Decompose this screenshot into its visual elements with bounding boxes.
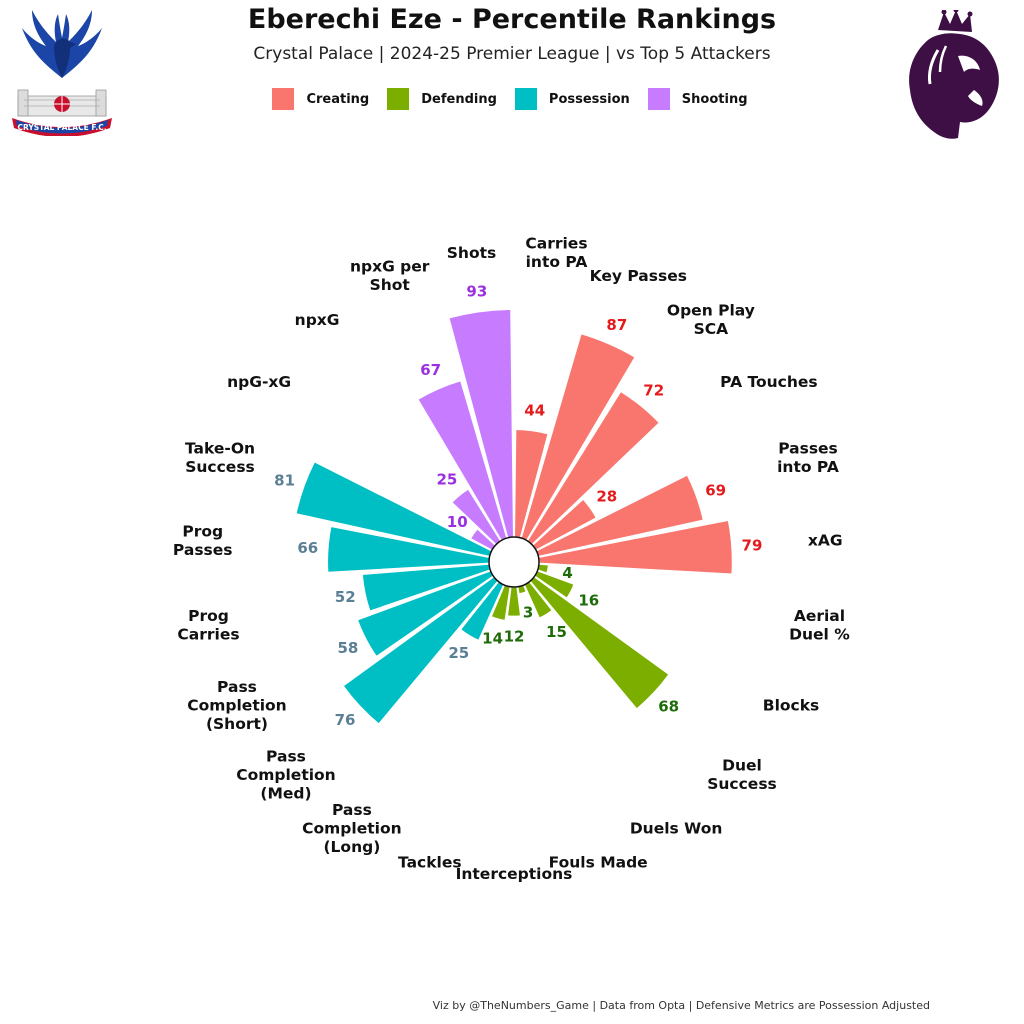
value-label-pa-touches: 28	[596, 487, 617, 505]
category-label-shots: Shots	[447, 244, 496, 262]
category-label-pass-completion-short: Pass Completion (Short)	[187, 678, 287, 733]
value-label-take-on-success: 81	[274, 471, 295, 489]
value-label-interceptions: 12	[504, 627, 525, 645]
category-label-fouls-made: Fouls Made	[549, 853, 648, 871]
category-label-prog-passes: Prog Passes	[173, 522, 233, 559]
legend-item-creating: Creating	[272, 88, 373, 110]
category-label-npg-xg: npG-xG	[227, 373, 291, 391]
category-label-open-play-sca: Open Play SCA	[667, 302, 755, 339]
value-label-carries-into-pa: 44	[524, 402, 545, 420]
value-label-key-passes: 87	[606, 316, 627, 334]
value-label-duels-won: 15	[546, 623, 567, 641]
value-label-npg-xg: 10	[447, 513, 468, 531]
value-label-open-play-sca: 72	[643, 381, 664, 399]
legend-item-possession: Possession	[514, 88, 634, 110]
bar-duel-success	[528, 575, 671, 711]
category-label-aerial-duel: Aerial Duel %	[789, 607, 850, 644]
value-label-duel-success: 68	[658, 697, 679, 715]
value-label-prog-passes: 66	[297, 539, 318, 557]
legend-label-creating: Creating	[306, 91, 370, 107]
value-label-pass-completion-long: 25	[448, 644, 469, 662]
category-label-tackles: Tackles	[398, 853, 462, 871]
legend-label-defending: Defending	[421, 91, 497, 107]
value-label-fouls-made: 3	[523, 603, 533, 621]
value-label-tackles: 14	[482, 629, 503, 647]
legend-item-defending: Defending	[387, 88, 501, 110]
category-label-npxg-per-shot: npxG per Shot	[350, 258, 430, 295]
category-label-duel-success: Duel Success	[707, 757, 777, 794]
center-circle	[488, 536, 540, 588]
value-label-aerial-duel: 4	[562, 564, 572, 582]
category-label-carries-into-pa: Carries into PA	[525, 235, 587, 271]
category-label-interceptions: Interceptions	[456, 865, 573, 883]
legend-swatch-defending	[387, 88, 410, 110]
legend: Creating Defending Possession Shooting	[0, 88, 1024, 110]
footer-credit: Viz by @TheNumbers_Game | Data from Opta…	[432, 999, 930, 1012]
value-label-passes-into-pa: 69	[705, 481, 726, 499]
legend-swatch-possession	[514, 88, 537, 110]
category-label-key-passes: Key Passes	[590, 267, 687, 285]
legend-label-shooting: Shooting	[681, 91, 748, 107]
category-label-pa-touches: PA Touches	[720, 373, 818, 391]
legend-label-possession: Possession	[548, 91, 630, 107]
category-label-pass-completion-long: Pass Completion (Long)	[302, 801, 402, 856]
value-label-pass-completion-short: 58	[337, 639, 358, 657]
legend-swatch-shooting	[647, 88, 670, 110]
value-label-blocks: 16	[578, 592, 599, 610]
category-label-blocks: Blocks	[763, 697, 820, 715]
crystal-palace-crest: CRYSTAL PALACE F.C.	[12, 10, 112, 136]
category-label-pass-completion-med: Pass Completion (Med)	[236, 747, 336, 802]
category-label-npxg: npxG	[295, 311, 340, 329]
svg-text:CRYSTAL PALACE F.C.: CRYSTAL PALACE F.C.	[17, 123, 106, 132]
value-label-npxg: 25	[437, 471, 458, 489]
chart-title: Eberechi Eze - Percentile Rankings	[247, 4, 777, 35]
category-label-prog-carries: Prog Carries	[177, 607, 239, 644]
value-label-pass-completion-med: 76	[335, 711, 356, 729]
category-label-passes-into-pa: Passes into PA	[777, 439, 839, 476]
chart-subtitle: Crystal Palace | 2024-25 Premier League …	[253, 44, 771, 64]
category-label-xag: xAG	[808, 532, 843, 550]
value-label-prog-carries: 52	[335, 588, 356, 606]
value-label-shots: 93	[466, 283, 487, 301]
premier-league-lion-logo	[909, 10, 999, 139]
category-label-take-on-success: Take-On Success	[185, 439, 255, 476]
legend-swatch-creating	[272, 88, 295, 110]
value-label-xag: 79	[742, 537, 763, 555]
value-label-npxg-per-shot: 67	[420, 361, 441, 379]
legend-item-shooting: Shooting	[647, 88, 752, 110]
bars	[294, 308, 734, 726]
category-label-duels-won: Duels Won	[630, 820, 723, 838]
